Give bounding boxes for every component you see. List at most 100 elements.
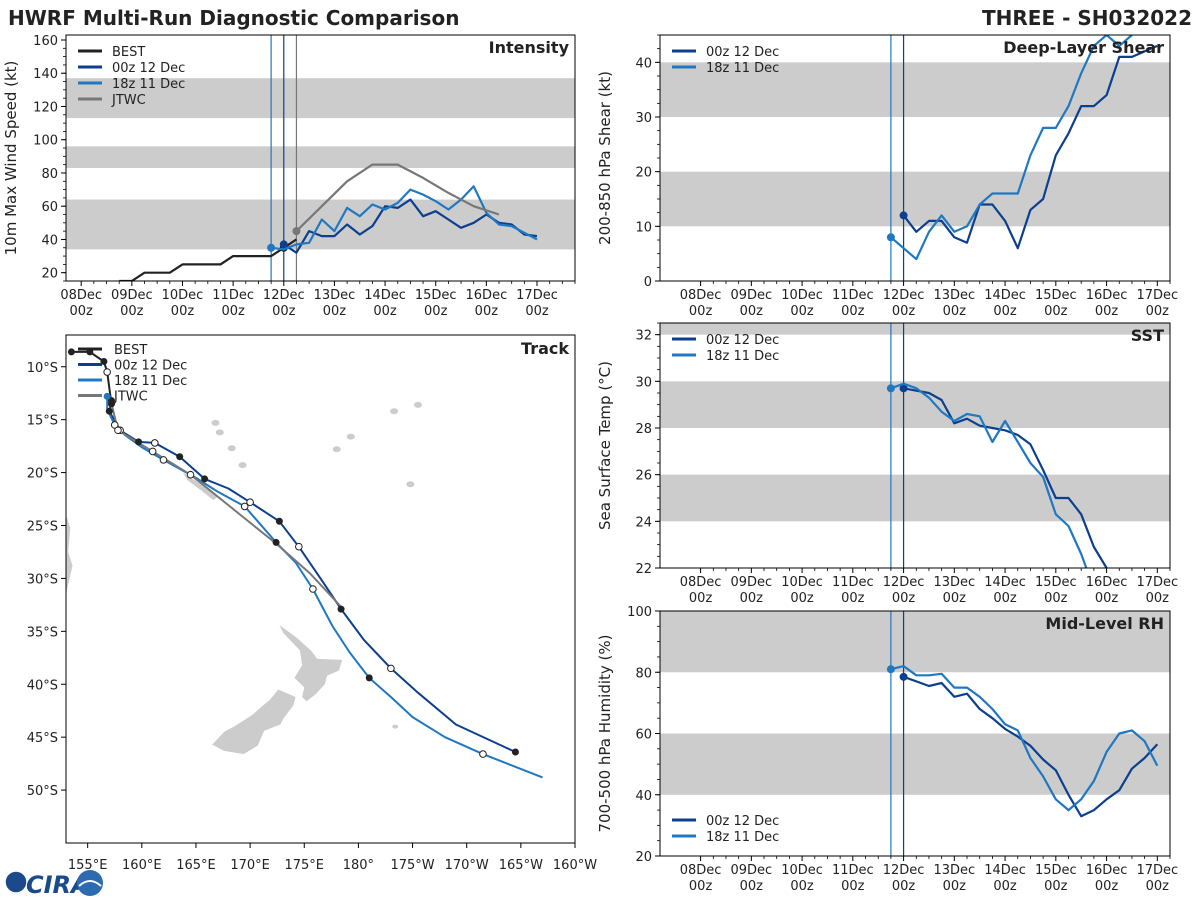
- track-ytick-label-7: 45°S: [27, 731, 58, 746]
- rh-ylabel: 700-500 hPa Humidity (%): [596, 634, 614, 832]
- track-series-1-filled-marker: [105, 407, 113, 415]
- rh-ytick-label-1: 40: [635, 789, 652, 804]
- track-panel: 155°E 160°E 165°E 170°E 175°E 180° 175°W 170°W 1…: [27, 334, 597, 873]
- shear-xtick-hour-7: 00z: [1044, 304, 1068, 319]
- intensity-ytick-label-5: 120: [33, 100, 58, 115]
- map-island-5: [346, 433, 355, 440]
- storm-id: THREE - SH032022: [982, 6, 1192, 30]
- rh-series-1-init-point: [886, 665, 895, 674]
- track-series-1-open-marker: [295, 542, 303, 551]
- intensity-xtick-day-7: 15Dec: [415, 288, 457, 303]
- track-legend-label-2: 18z 11 Dec: [114, 374, 187, 389]
- rh-xtick-hour-3: 00z: [841, 879, 865, 894]
- intensity-series-2-init-point: [267, 243, 276, 252]
- track-series-3-open-marker: [114, 426, 122, 435]
- track-series-1-filled-marker: [511, 748, 519, 756]
- intensity-xtick-day-4: 12Dec: [263, 288, 305, 303]
- sst-xtick-day-2: 10Dec: [781, 575, 823, 590]
- sst-xtick-hour-5: 00z: [943, 591, 967, 606]
- intensity-xtick-day-2: 10Dec: [162, 288, 204, 303]
- shear-xtick-hour-5: 00z: [943, 304, 967, 319]
- cira-logo: CIRA: [4, 870, 103, 899]
- rh-ytick-label-4: 100: [627, 605, 652, 620]
- rh-xtick-hour-0: 00z: [689, 879, 713, 894]
- shear-xtick-day-9: 17Dec: [1136, 288, 1178, 303]
- intensity-ylabel: 10m Max Wind Speed (kt): [2, 61, 20, 256]
- map-australia-coast: [66, 514, 73, 611]
- shear-series-1-init-point: [886, 233, 895, 242]
- shear-panel: 01020304008Dec00z09Dec00z10Dec00z11Dec00…: [596, 34, 1178, 319]
- intensity-legend-label-0: BEST: [112, 45, 145, 60]
- track-ytick-label-2: 20°S: [27, 467, 58, 482]
- track-ytick-label-3: 25°S: [27, 520, 58, 535]
- intensity-ytick-label-6: 140: [33, 67, 58, 82]
- shear-ytick-label-2: 20: [635, 166, 652, 181]
- track-series-0-open-marker: [103, 368, 111, 376]
- rh-series-group: [886, 664, 1159, 818]
- track-land-group: [66, 401, 422, 755]
- sst-series-0-init-point: [899, 384, 908, 393]
- intensity-series-group: [119, 163, 538, 281]
- intensity-series-2-line: [270, 185, 538, 251]
- shear-series-1-line: [890, 35, 1133, 261]
- rh-ytick-label-3: 80: [635, 666, 652, 681]
- sst-xtick-hour-1: 00z: [740, 591, 764, 606]
- intensity-xtick-day-9: 17Dec: [516, 288, 558, 303]
- map-new-caledonia: [183, 472, 218, 501]
- rh-xtick-hour-4: 00z: [892, 879, 916, 894]
- track-xtick-label-5: 180°: [343, 858, 374, 873]
- rh-series-0-line: [903, 675, 1159, 818]
- sst-xtick-day-5: 13Dec: [933, 575, 975, 590]
- intensity-ytick-label-4: 100: [33, 134, 58, 149]
- rh-xtick-day-9: 17Dec: [1136, 863, 1178, 878]
- intensity-frame: [65, 34, 576, 282]
- rh-xtick-day-4: 12Dec: [883, 863, 925, 878]
- sst-xtick-hour-2: 00z: [790, 591, 814, 606]
- shear-xtick-hour-0: 00z: [689, 304, 713, 319]
- intensity-xtick-hour-1: 00z: [120, 304, 144, 319]
- intensity-xtick-day-8: 16Dec: [466, 288, 508, 303]
- shear-xtick-hour-6: 00z: [993, 304, 1017, 319]
- track-xtick-label-4: 175°E: [284, 858, 324, 873]
- sst-xtick-hour-0: 00z: [689, 591, 713, 606]
- track-series-2-filled-marker: [365, 674, 373, 682]
- track-series-2-open-marker: [479, 750, 487, 758]
- intensity-xtick-hour-9: 00z: [525, 304, 549, 319]
- intensity-series-1-init-point: [279, 240, 288, 249]
- shear-ylabel: 200-850 hPa Shear (kt): [596, 71, 614, 245]
- shear-band-1: [660, 62, 1170, 117]
- intensity-ytick-label-3: 80: [41, 167, 58, 182]
- track-ytick-label-5: 35°S: [27, 625, 58, 640]
- sst-xtick-hour-9: 00z: [1146, 591, 1170, 606]
- track-ytick-label-6: 40°S: [27, 678, 58, 693]
- map-island-0: [211, 419, 220, 426]
- shear-xtick-day-8: 16Dec: [1086, 288, 1128, 303]
- sst-xtick-day-4: 12Dec: [883, 575, 925, 590]
- panels: 2040608010012014016008Dec00z09Dec00z10De…: [2, 34, 1178, 894]
- track-series-0-filled-marker: [100, 357, 108, 365]
- track-legend-label-0: BEST: [114, 343, 147, 358]
- shear-ytick-label-0: 0: [644, 275, 652, 290]
- rh-ytick-label-0: 20: [635, 850, 652, 865]
- rh-xtick-day-3: 11Dec: [832, 863, 874, 878]
- sst-xtick-day-0: 08Dec: [680, 575, 722, 590]
- sst-xtick-day-1: 09Dec: [730, 575, 772, 590]
- track-series-2-filled-marker: [103, 392, 111, 400]
- intensity-xtick-hour-8: 00z: [475, 304, 499, 319]
- track-series-3-line: [110, 403, 343, 609]
- intensity-band-2: [66, 78, 575, 119]
- sst-band-2: [660, 323, 1170, 335]
- intensity-legend-label-2: 18z 11 Dec: [112, 77, 185, 92]
- rh-band-1: [660, 611, 1170, 673]
- track-xtick-label-2: 165°E: [176, 858, 216, 873]
- sst-ytick-label-4: 30: [635, 375, 652, 390]
- track-series-3-open-marker: [186, 470, 195, 479]
- track-series-1-open-marker: [387, 664, 395, 673]
- sst-series-1-init-point: [886, 384, 895, 393]
- rh-title: Mid-Level RH: [1045, 614, 1164, 633]
- track-xtick-label-8: 165°W: [499, 858, 543, 873]
- shear-xtick-hour-3: 00z: [841, 304, 865, 319]
- shear-xtick-hour-4: 00z: [892, 304, 916, 319]
- shear-series-0-line: [902, 44, 1158, 250]
- intensity-xtick-hour-6: 00z: [373, 304, 397, 319]
